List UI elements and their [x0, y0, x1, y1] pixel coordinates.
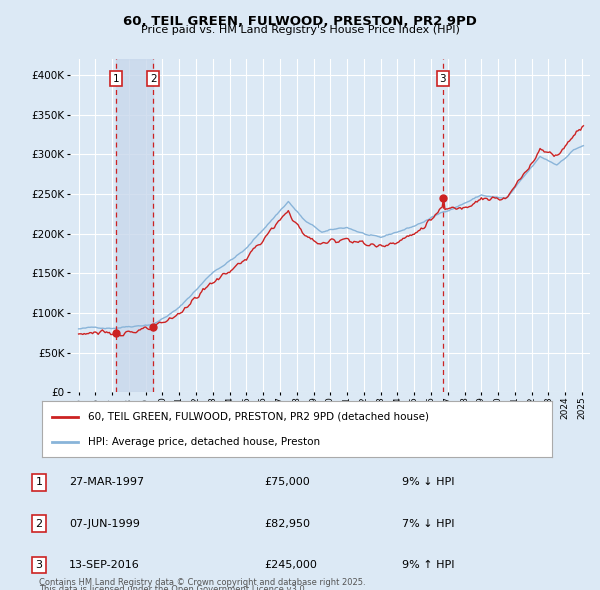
Text: 7% ↓ HPI: 7% ↓ HPI	[402, 519, 455, 529]
Text: 1: 1	[113, 74, 119, 84]
Text: This data is licensed under the Open Government Licence v3.0.: This data is licensed under the Open Gov…	[39, 585, 307, 590]
Text: 2: 2	[35, 519, 43, 529]
Text: £82,950: £82,950	[264, 519, 310, 529]
Text: 9% ↑ HPI: 9% ↑ HPI	[402, 560, 455, 570]
Text: 3: 3	[35, 560, 43, 570]
Text: HPI: Average price, detached house, Preston: HPI: Average price, detached house, Pres…	[88, 437, 320, 447]
Text: 9% ↓ HPI: 9% ↓ HPI	[402, 477, 455, 487]
Text: Price paid vs. HM Land Registry's House Price Index (HPI): Price paid vs. HM Land Registry's House …	[140, 25, 460, 35]
Bar	[116, 59, 153, 392]
Text: 3: 3	[440, 74, 446, 84]
Text: 60, TEIL GREEN, FULWOOD, PRESTON, PR2 9PD: 60, TEIL GREEN, FULWOOD, PRESTON, PR2 9P…	[123, 15, 477, 28]
Text: 27-MAR-1997: 27-MAR-1997	[69, 477, 144, 487]
Text: 13-SEP-2016: 13-SEP-2016	[69, 560, 140, 570]
Text: 60, TEIL GREEN, FULWOOD, PRESTON, PR2 9PD (detached house): 60, TEIL GREEN, FULWOOD, PRESTON, PR2 9P…	[88, 412, 429, 422]
Text: Contains HM Land Registry data © Crown copyright and database right 2025.: Contains HM Land Registry data © Crown c…	[39, 578, 365, 587]
Text: 07-JUN-1999: 07-JUN-1999	[69, 519, 140, 529]
Text: 1: 1	[35, 477, 43, 487]
Text: £75,000: £75,000	[264, 477, 310, 487]
Text: 2: 2	[150, 74, 157, 84]
Text: £245,000: £245,000	[264, 560, 317, 570]
